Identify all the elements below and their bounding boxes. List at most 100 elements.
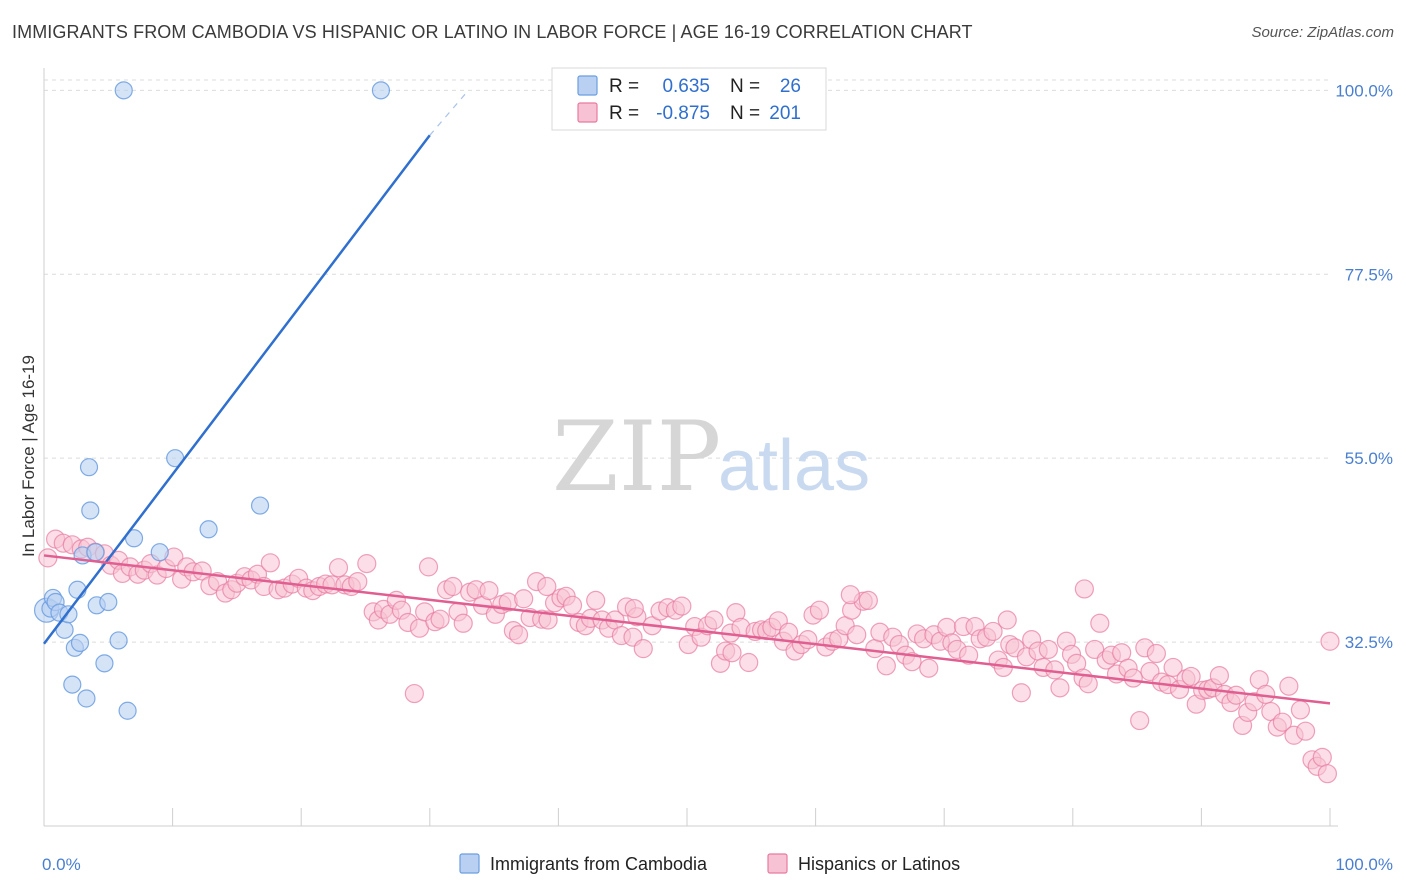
watermark-zip: ZIP [552,401,721,513]
hispanic-point-214 [997,610,1017,630]
cambodia-point-18 [99,592,118,612]
tick-labels: 100.0% 77.5% 55.0% 32.5% 0.0% 100.0% [42,81,1393,874]
axes [43,68,1338,827]
hispanic-point-168 [1090,613,1110,633]
cambodia-points [33,81,391,720]
hispanic-point-210 [537,576,557,597]
gridlines [44,79,1330,643]
cambodia-point-14 [81,501,100,520]
hispanic-point-76 [538,610,558,630]
cambodia-point-22 [150,543,169,562]
legend-r-value-1: -0.875 [656,103,710,124]
hispanic-point-72 [514,589,534,609]
cambodia-point-25 [250,496,270,515]
series-legend-label-hispanics: Hispanics or Latinos [798,854,960,874]
stats-legend: R = 0.635 N = 26 R = -0.875 N = 201 [551,67,827,131]
cambodia-point-12 [77,689,96,708]
hispanic-point-175 [1130,710,1150,731]
hispanic-point-53 [404,683,424,704]
series-legend-swatch-hispanics [767,853,788,874]
hispanic-point-129 [865,639,885,659]
legend-box [551,67,827,131]
y-tick-label-3: 32.5% [1345,633,1393,652]
cambodia-point-7 [63,675,82,694]
hispanic-point-128 [858,590,878,611]
hispanic-point-62 [453,613,473,633]
hispanic-point-192 [1226,685,1246,705]
hispanic-point-184 [1181,666,1201,687]
hispanic-point-181 [1163,657,1183,678]
hispanic-point-21 [192,561,212,581]
cambodia-point-24 [199,520,218,539]
hispanic-point-60 [443,576,463,597]
hispanic-point-135 [902,652,922,672]
hispanic-point-201 [1279,676,1299,696]
hispanic-point-118 [798,630,818,650]
hispanic-point-71 [508,625,529,645]
cambodia-point-15 [86,543,105,562]
hispanic-trend-line [43,554,1331,705]
y-axis-title: In Labor Force | Age 16-19 [19,355,38,557]
hispanic-point-209 [1320,631,1340,651]
y-tick-label-0: 100.0% [1335,81,1393,100]
x-tick-label-0: 0.0% [42,855,81,874]
hispanic-point-58 [430,609,450,629]
hispanic-point-120 [809,600,830,620]
cambodia-point-13 [79,458,99,477]
hispanic-point-66 [479,580,499,601]
y-tick-label-1: 77.5% [1345,265,1393,284]
legend-swatch-blue [577,75,598,96]
legend-n-label-0: N = [730,76,760,97]
hispanic-point-174 [1123,668,1143,688]
hispanic-point-211 [624,598,644,619]
cambodia-point-26 [114,81,133,100]
cambodia-point-10 [70,633,90,653]
hispanic-point-215 [1074,579,1094,599]
hispanic-point-92 [633,639,653,659]
hispanic-point-203 [1290,700,1311,720]
hispanic-point-145 [959,645,979,665]
x-tick-label-1: 100.0% [1335,855,1393,874]
hispanic-point-213 [840,585,860,605]
hispanic-point-102 [704,610,724,630]
watermark-atlas: atlas [718,426,870,506]
hispanic-point-45 [357,554,377,574]
hispanic-point-41 [328,558,349,578]
cambodia-trend-line [43,134,431,645]
hispanic-point-212 [722,643,742,663]
y-tick-label-2: 55.0% [1345,449,1393,468]
hispanic-point-161 [1050,678,1070,698]
hispanic-point-149 [983,621,1003,642]
hispanic-point-178 [1146,643,1166,664]
hispanic-point-44 [348,571,368,592]
hispanic-point-204 [1295,721,1316,741]
hispanic-point-131 [876,656,896,676]
watermark: ZIP atlas [552,401,870,513]
cambodia-point-20 [118,701,137,720]
hispanic-point-207 [1312,747,1332,767]
hispanic-point-31 [260,553,280,573]
hispanics-points [38,529,1340,784]
legend-n-value-1: 201 [769,103,801,124]
legend-swatch-pink [577,102,598,123]
hispanic-point-138 [919,658,939,678]
hispanic-point-108 [739,652,759,673]
series-legend-label-cambodia: Immigrants from Cambodia [490,854,708,874]
cambodia-point-27 [371,81,391,100]
hispanic-point-80 [562,595,583,615]
chart-title: IMMIGRANTS FROM CAMBODIA VS HISPANIC OR … [12,22,973,42]
hispanic-point-97 [672,596,692,616]
hispanic-point-0 [38,548,58,568]
hispanic-point-126 [847,625,867,645]
series-legend: Immigrants from Cambodia Hispanics or La… [459,853,960,874]
cambodia-point-17 [95,654,114,673]
trend-lines [43,89,1331,705]
hispanic-point-200 [1272,712,1293,732]
legend-r-label-0: R = [609,76,639,97]
legend-r-value-0: 0.635 [662,76,710,97]
hispanic-point-84 [586,590,606,611]
hispanic-point-154 [1011,683,1031,703]
hispanic-point-208 [1317,764,1338,784]
hispanic-point-56 [418,557,439,577]
